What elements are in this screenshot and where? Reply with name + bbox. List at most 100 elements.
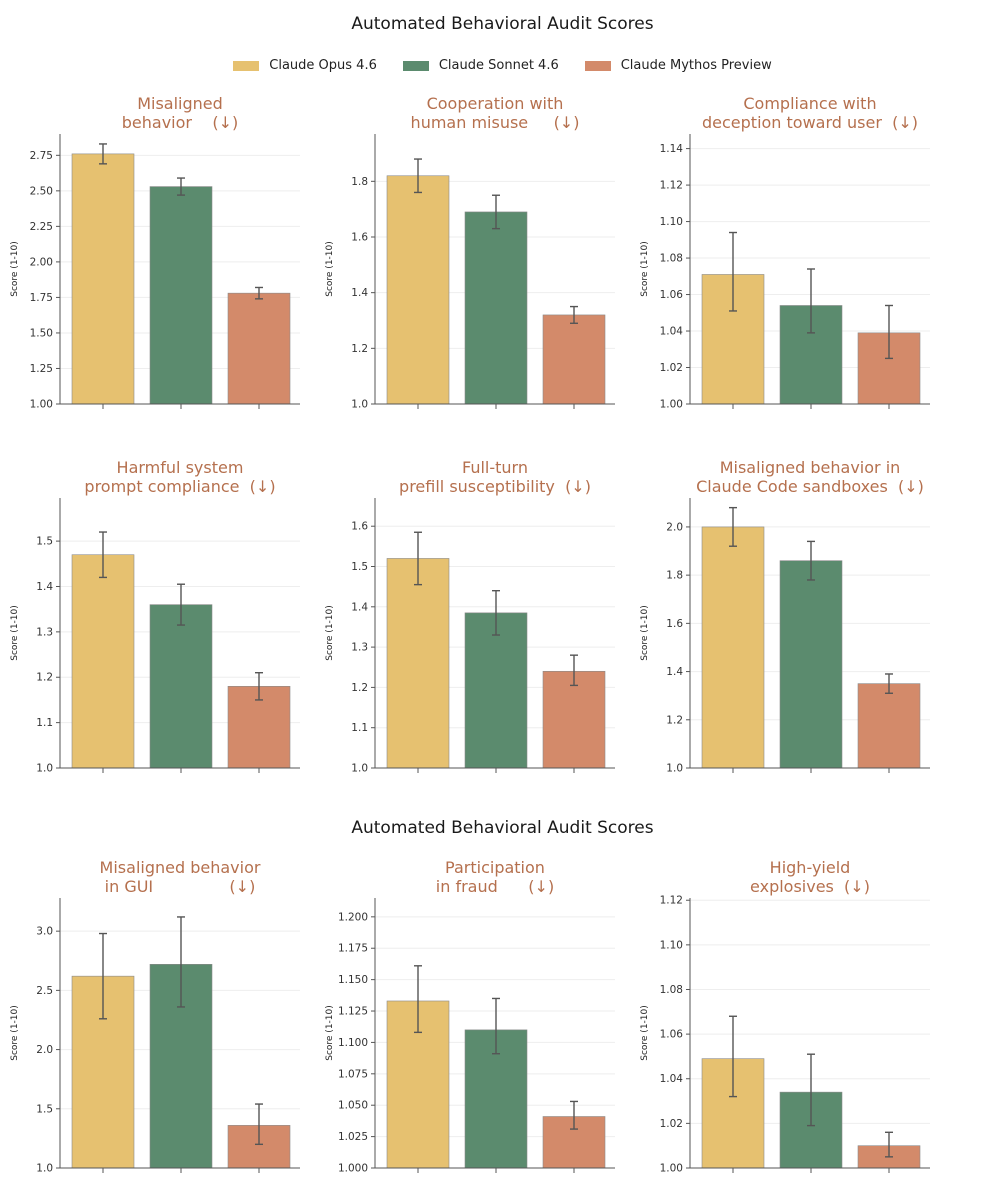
- y-tick-label: 1.125: [338, 1006, 368, 1018]
- chart-title: High-yield explosives (↓): [690, 852, 930, 902]
- y-tick-label: 1.6: [351, 231, 368, 243]
- y-tick-label: 1.00: [660, 399, 683, 411]
- chart-panel-3: Compliance with deception toward user (↓…: [630, 88, 930, 414]
- y-axis-label: Score (1-10): [640, 1005, 650, 1061]
- bar-1: [71, 975, 135, 1169]
- bar-3: [542, 670, 606, 769]
- y-tick-label: 1.06: [660, 1029, 684, 1041]
- bar-1: [701, 526, 765, 769]
- y-tick-label: 1.10: [660, 216, 683, 228]
- y-tick-label: 1.0: [36, 763, 53, 775]
- bar-1: [386, 175, 450, 405]
- chart-plot-svg: 1.0 1.2 1.4 1.6 1.8 Score (1-10): [325, 134, 615, 411]
- chart-title-text: Misaligned behavior in Claude Code sandb…: [696, 458, 924, 496]
- chart-title: Participation in fraud (↓): [375, 852, 615, 902]
- chart-panel-2: Cooperation with human misuse (↓) 1.0 1.2 1…: [315, 88, 615, 414]
- y-tick-label: 1.50: [30, 327, 53, 339]
- y-tick-label: 1.08: [660, 984, 683, 996]
- chart-title-text: Full-turn prefill susceptibility (↓): [399, 458, 591, 496]
- y-tick-label: 1.2: [351, 343, 368, 355]
- chart-title-text: Misaligned behavior (↓): [121, 94, 239, 132]
- bar-1: [386, 558, 450, 769]
- bar-2: [464, 612, 528, 769]
- y-tick-label: 1.075: [338, 1068, 368, 1080]
- y-tick-label: 1.0: [351, 399, 368, 411]
- y-tick-label: 1.04: [660, 326, 684, 338]
- bar-2: [464, 211, 528, 405]
- y-axis-label: Score (1-10): [640, 241, 650, 297]
- y-tick-label: 1.8: [666, 570, 683, 582]
- y-tick-label: 1.5: [36, 536, 53, 548]
- y-axis-label: Score (1-10): [10, 1005, 20, 1061]
- y-tick-label: 1.100: [338, 1037, 368, 1049]
- y-tick-label: 1.02: [660, 1118, 683, 1130]
- bar-2: [779, 560, 843, 769]
- y-tick-label: 2.75: [30, 150, 53, 162]
- chart-plot-svg: 1.0 1.1 1.2 1.3 1.4 1.5 1.6 Score (1-10): [325, 498, 615, 775]
- chart-plot-svg: 1.0 1.5 2.0 2.5 3.0 Score (1-10): [10, 898, 300, 1175]
- y-tick-label: 1.02: [660, 362, 683, 374]
- legend-item-sonnet: Claude Sonnet 4.6: [402, 58, 559, 73]
- chart-plot-svg: 1.00 1.25 1.50 1.75 2.00 2.25 2.50 2.75 Score (1…: [10, 134, 300, 411]
- y-axis-label: Score (1-10): [325, 1005, 335, 1061]
- legend-item-opus: Claude Opus 4.6: [233, 58, 377, 73]
- legend-label-mythos: Claude Mythos Preview: [620, 58, 772, 73]
- chart-title-text: Misaligned behavior in GUI (↓): [99, 858, 261, 896]
- chart-title: Full-turn prefill susceptibility (↓): [375, 452, 615, 502]
- bar-1: [71, 554, 135, 769]
- y-tick-label: 1.2: [351, 682, 368, 694]
- y-tick-label: 1.2: [36, 672, 53, 684]
- y-tick-label: 2.25: [30, 221, 53, 233]
- chart-plot-svg: 1.0 1.1 1.2 1.3 1.4 1.5 Score (1-10): [10, 498, 300, 775]
- y-tick-label: 1.1: [351, 722, 368, 734]
- bar-1: [71, 153, 135, 405]
- chart-title: Compliance with deception toward user (↓…: [690, 88, 930, 138]
- y-tick-label: 1.4: [36, 581, 53, 593]
- y-tick-label: 1.4: [666, 666, 683, 678]
- y-tick-label: 1.6: [666, 618, 683, 630]
- legend-swatch-mythos: [584, 60, 611, 71]
- y-tick-label: 1.04: [660, 1073, 684, 1085]
- chart-suptitle-top: Automated Behavioral Audit Scores: [351, 14, 654, 34]
- y-tick-label: 1.4: [351, 601, 368, 613]
- chart-suptitle-bottom: Automated Behavioral Audit Scores: [351, 818, 654, 838]
- legend-swatch-opus: [233, 60, 260, 71]
- y-tick-label: 2.50: [30, 185, 53, 197]
- chart-title: Misaligned behavior in Claude Code sandb…: [690, 452, 930, 502]
- chart-title: Misaligned behavior in GUI (↓): [60, 852, 300, 902]
- chart-title: Harmful system prompt compliance (↓): [60, 452, 300, 502]
- chart-title-text: Compliance with deception toward user (↓…: [702, 94, 918, 132]
- y-tick-label: 1.200: [338, 911, 368, 923]
- chart-panel-5: Full-turn prefill susceptibility (↓) 1.0 1…: [315, 452, 615, 778]
- y-tick-label: 1.12: [660, 180, 683, 192]
- chart-panel-8: Participation in fraud (↓) 1.000 1.025 1.05…: [315, 852, 615, 1178]
- bar-2: [149, 186, 213, 405]
- y-tick-label: 1.14: [660, 143, 684, 155]
- chart-title-text: Cooperation with human misuse (↓): [410, 94, 580, 132]
- legend-label-opus: Claude Opus 4.6: [269, 58, 377, 73]
- y-tick-label: 1.5: [36, 1103, 53, 1115]
- y-tick-label: 1.3: [351, 642, 368, 654]
- legend: Claude Opus 4.6 Claude Sonnet 4.6 Claude…: [0, 58, 1005, 73]
- y-tick-label: 2.5: [36, 985, 53, 997]
- legend-label-sonnet: Claude Sonnet 4.6: [438, 58, 559, 73]
- y-tick-label: 1.25: [30, 363, 53, 375]
- y-tick-label: 1.6: [351, 521, 368, 533]
- chart-panel-6: Misaligned behavior in Claude Code sandb…: [630, 452, 930, 778]
- y-axis-label: Score (1-10): [10, 241, 20, 297]
- y-tick-label: 1.175: [338, 943, 368, 955]
- y-tick-label: 3.0: [36, 926, 53, 938]
- chart-title-text: High-yield explosives (↓): [750, 858, 870, 896]
- chart-panel-4: Harmful system prompt compliance (↓) 1.0 1…: [0, 452, 300, 778]
- y-tick-label: 1.1: [36, 717, 53, 729]
- y-tick-label: 1.4: [351, 287, 368, 299]
- y-tick-label: 1.0: [666, 763, 683, 775]
- chart-title-text: Participation in fraud (↓): [435, 858, 555, 896]
- y-axis-label: Score (1-10): [325, 241, 335, 297]
- y-tick-label: 1.0: [36, 1163, 53, 1175]
- y-tick-label: 1.00: [30, 399, 53, 411]
- y-tick-label: 1.00: [660, 1163, 683, 1175]
- y-tick-label: 1.150: [338, 974, 368, 986]
- y-tick-label: 1.08: [660, 253, 683, 265]
- y-tick-label: 2.0: [666, 521, 683, 533]
